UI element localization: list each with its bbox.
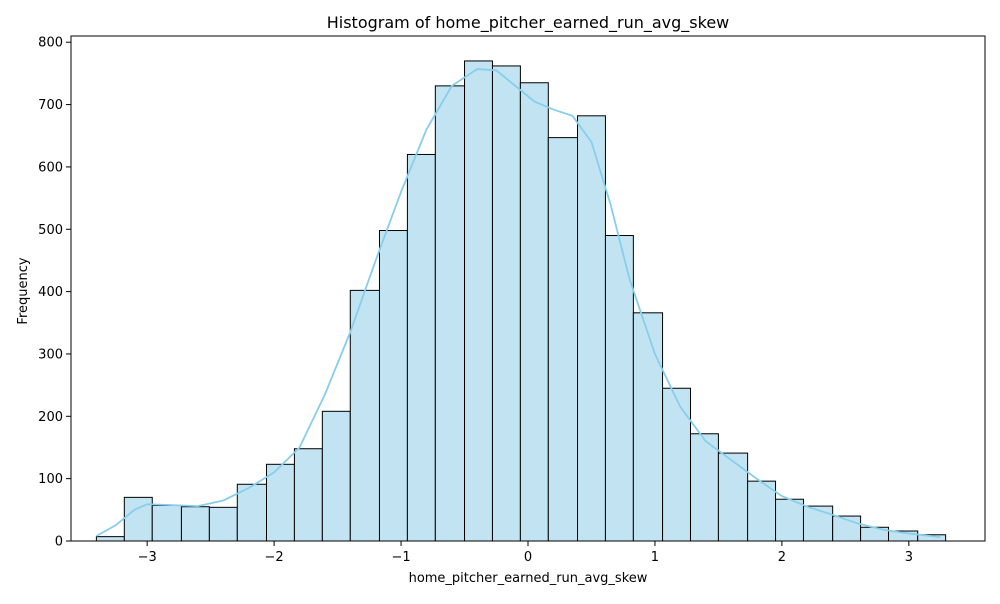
x-tick-label: 1 [651, 550, 659, 565]
y-tick-label: 0 [55, 535, 63, 550]
histogram-bar [802, 505, 834, 542]
histogram-bar [321, 410, 351, 542]
histogram-bar [662, 387, 691, 542]
histogram-bar [434, 85, 466, 542]
histogram-bar [406, 153, 436, 542]
y-tick-label: 700 [38, 98, 63, 113]
chart-title: Histogram of home_pitcher_earned_run_avg… [327, 13, 730, 33]
y-tick-label: 500 [38, 223, 63, 238]
x-tick-label: 3 [905, 550, 913, 565]
bars-layer [95, 60, 947, 542]
histogram-bar [689, 433, 719, 542]
histogram-bar [775, 498, 804, 542]
x-tick-label: −3 [138, 550, 157, 565]
histogram-bar [265, 463, 295, 542]
y-tick-label: 200 [38, 410, 63, 425]
kde-curve [95, 68, 941, 539]
histogram-bar [464, 60, 493, 542]
x-axis-label: home_pitcher_earned_run_avg_skew [409, 571, 648, 586]
histogram-bar [577, 115, 606, 542]
x-tick-label: 0 [524, 550, 532, 565]
histogram-bar [151, 504, 182, 542]
histogram-bar [604, 235, 634, 542]
y-tick-label: 300 [38, 347, 63, 362]
histogram-bar [717, 452, 749, 542]
histogram-bar [747, 480, 777, 542]
x-tick-label: −1 [391, 550, 410, 565]
histogram-bar [378, 230, 408, 542]
y-axis-ticks: 0 100 200 300 400 500 600 700 800 [38, 36, 71, 550]
histogram-bar [208, 506, 238, 542]
histogram-bar [519, 82, 549, 542]
histogram-bar [632, 312, 664, 542]
histogram-bar [293, 448, 323, 542]
y-tick-label: 100 [38, 472, 63, 487]
histogram-bar [349, 289, 380, 542]
histogram-bar [547, 137, 579, 542]
y-tick-label: 400 [38, 285, 63, 300]
y-axis-label: Frequency [16, 257, 31, 324]
x-tick-label: −2 [265, 550, 284, 565]
histogram-bar [491, 65, 521, 542]
histogram-bar [95, 536, 125, 542]
y-tick-label: 800 [38, 36, 63, 51]
x-tick-label: 2 [778, 550, 786, 565]
y-tick-label: 600 [38, 160, 63, 175]
x-axis-ticks: −3 −2 −1 0 1 2 3 [138, 541, 913, 565]
histogram-bar [236, 483, 268, 542]
histogram-bar [180, 506, 210, 542]
